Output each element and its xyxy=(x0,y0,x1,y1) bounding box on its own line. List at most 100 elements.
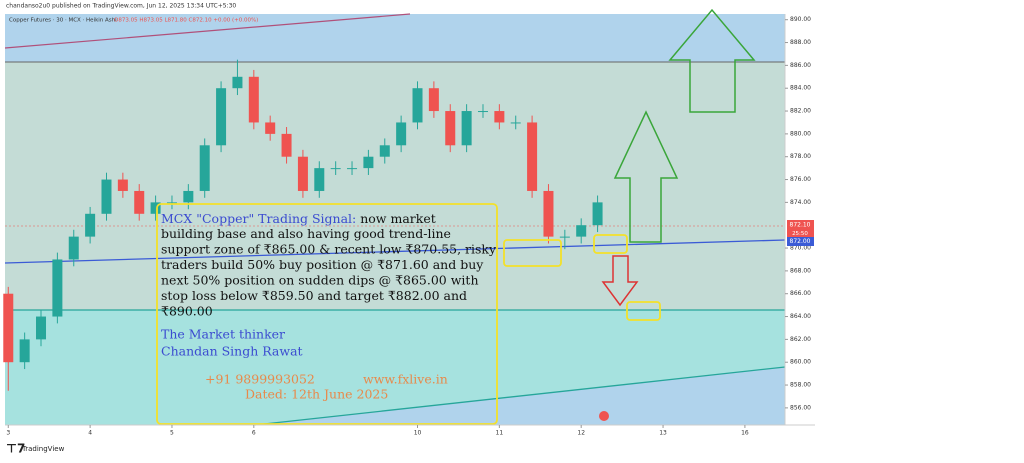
y-tick-label: 862.00 xyxy=(790,336,811,343)
candle-body xyxy=(527,122,538,191)
text-box xyxy=(156,203,498,425)
up-arrow xyxy=(668,8,756,113)
candle-body xyxy=(592,202,603,226)
header: chandanso2u0 published on TradingView.co… xyxy=(6,3,236,10)
line-price-tag xyxy=(787,237,814,246)
highlight-box xyxy=(503,239,562,267)
annotation-text: ₹890.00 xyxy=(161,304,213,319)
y-tick-label: 866.00 xyxy=(790,290,811,297)
x-tick-label: 13 xyxy=(659,430,667,437)
annotation-text: building base and also having good trend… xyxy=(161,226,451,241)
heading: MCX "Copper" Trading Signal: xyxy=(161,211,356,226)
candle-body xyxy=(19,339,30,363)
candle-body xyxy=(216,88,227,146)
support-zone xyxy=(5,310,785,425)
candle-body xyxy=(117,179,128,191)
candle-body xyxy=(281,133,292,157)
x-tick-label: 6 xyxy=(252,430,256,437)
event-icon xyxy=(599,411,609,421)
author: The Market thinker xyxy=(161,327,285,342)
up-arrow xyxy=(613,110,679,243)
candle-body xyxy=(363,156,374,169)
trend-line xyxy=(4,239,786,264)
x-tick-label: 12 xyxy=(577,430,585,437)
candle-body xyxy=(101,179,112,214)
candle-body xyxy=(248,76,259,123)
candle-body xyxy=(461,111,472,146)
author: Chandan Singh Rawat xyxy=(161,344,303,359)
date: Dated: 12th June 2025 xyxy=(245,387,388,402)
candle-body xyxy=(3,293,14,363)
candle-body xyxy=(314,168,325,191)
x-tick-label: 10 xyxy=(414,430,422,437)
candle-body xyxy=(379,145,390,157)
y-tick-label: 860.00 xyxy=(790,359,811,366)
x-tick-label: 11 xyxy=(496,430,504,437)
candle-body xyxy=(477,111,488,113)
y-tick-label: 884.00 xyxy=(790,85,811,92)
ohlc: O873.05 H873.05 L871.80 C872.10 +0.00 (+… xyxy=(114,18,258,24)
phone: +91 9899993052 xyxy=(205,372,315,387)
candle-body xyxy=(494,111,505,123)
candle-body xyxy=(412,88,423,123)
candle-body xyxy=(166,202,177,204)
y-tick-label: 858.00 xyxy=(790,382,811,389)
x-tick-label: 5 xyxy=(170,430,174,437)
candle-body xyxy=(265,122,276,134)
annotation-text: now market xyxy=(356,211,436,226)
annotation-text: next 50% position on sudden dips @ ₹865.… xyxy=(161,273,479,288)
candle-body xyxy=(330,168,341,170)
candle-body xyxy=(68,236,79,260)
y-tick-label: 864.00 xyxy=(790,313,811,320)
candle-body xyxy=(428,88,439,112)
x-tick-label: 3 xyxy=(6,430,10,437)
annotation-text: support zone of ₹865.00 & recent low ₹87… xyxy=(161,242,497,257)
candle-body xyxy=(559,236,570,238)
y-tick-label: 886.00 xyxy=(790,62,811,69)
website: www.fxlive.in xyxy=(363,372,448,387)
y-tick-label: 882.00 xyxy=(790,108,811,115)
y-tick-label: 874.00 xyxy=(790,199,811,206)
annotation-heading: MCX "Copper" Trading Signal: now market xyxy=(161,211,436,226)
lower-trendline xyxy=(254,366,786,426)
upper-trendline xyxy=(4,13,411,49)
down-arrow xyxy=(601,255,639,307)
candle-body xyxy=(510,122,521,124)
last-price-tag xyxy=(787,220,814,230)
candle-body xyxy=(576,225,587,237)
candle-body xyxy=(445,111,456,146)
y-tick-label: 868.00 xyxy=(790,267,811,274)
y-tick-label: 856.00 xyxy=(790,404,811,411)
candle-body xyxy=(134,190,145,214)
countdown-tag xyxy=(787,230,814,237)
y-tick-label: 890.00 xyxy=(790,16,811,23)
highlight-box xyxy=(626,301,661,321)
tv-logo: ⊤7 xyxy=(6,442,25,456)
candle-body xyxy=(543,190,554,237)
legend: Copper Futures · 30 · MCX · Heikin Ashi xyxy=(9,18,117,24)
candle-body xyxy=(232,76,243,89)
annotation-text: stop loss below ₹859.50 and target ₹882.… xyxy=(161,288,467,303)
candle-body xyxy=(297,156,308,191)
x-tick-label: 4 xyxy=(88,430,92,437)
last-price: 872.10 xyxy=(790,222,811,229)
countdown: 25:50 xyxy=(792,231,808,237)
footer: TradingView xyxy=(21,445,65,453)
y-tick-label: 870.00 xyxy=(790,245,811,252)
y-tick-label: 888.00 xyxy=(790,39,811,46)
y-tick-label: 880.00 xyxy=(790,130,811,137)
candle-body xyxy=(52,259,63,317)
candle-body xyxy=(85,213,96,237)
highlight-box xyxy=(593,234,628,254)
line-price: 872.00 xyxy=(790,238,811,245)
candle-body xyxy=(183,190,194,203)
candle-body xyxy=(396,122,407,146)
candle-body xyxy=(199,145,210,191)
annotation-text: traders build 50% buy position @ ₹871.60… xyxy=(161,257,484,272)
candle-body xyxy=(347,168,358,170)
y-tick-label: 876.00 xyxy=(790,176,811,183)
candle-body xyxy=(36,316,47,340)
candle-body xyxy=(150,202,161,214)
y-tick-label: 878.00 xyxy=(790,153,811,160)
